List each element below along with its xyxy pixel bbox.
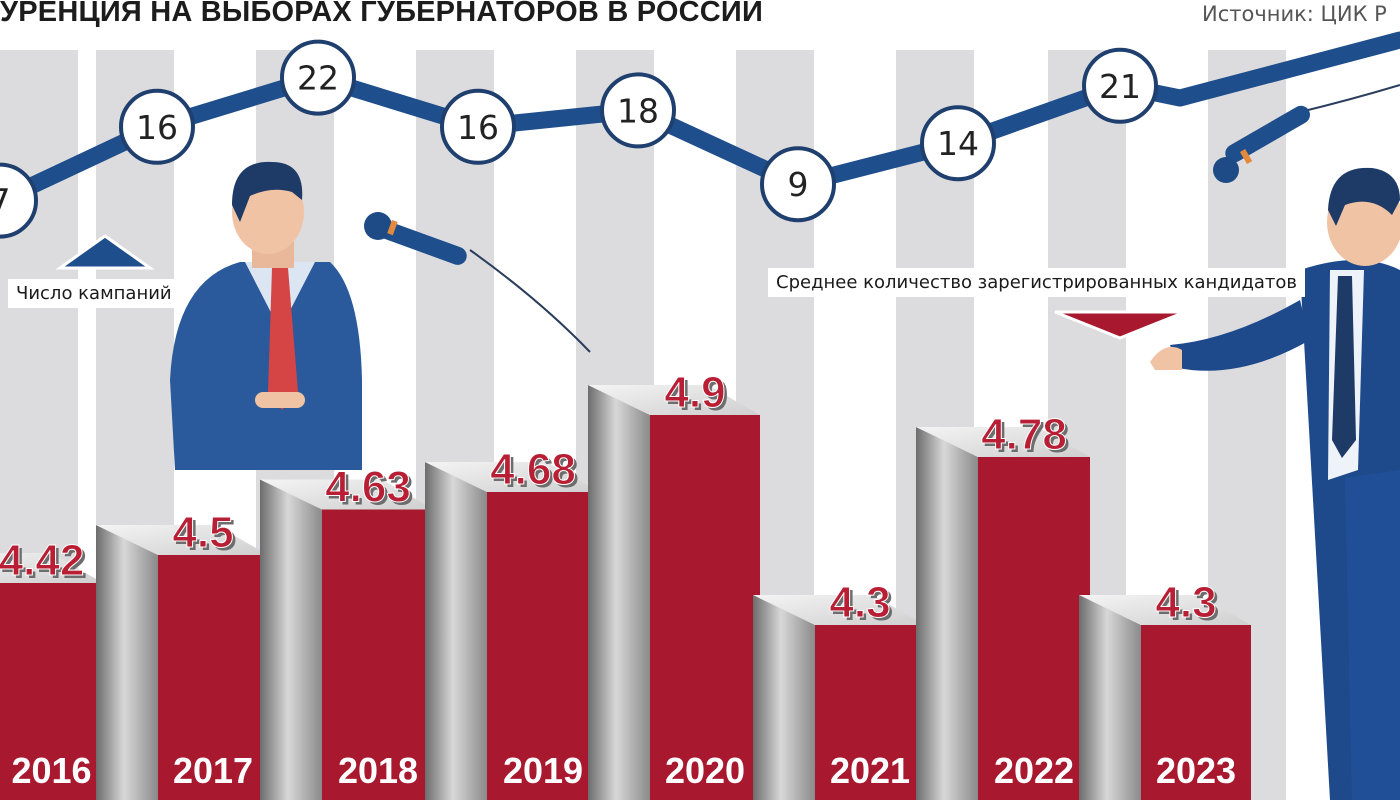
speaker-left-illustration (170, 161, 362, 470)
microphone-icon (364, 212, 591, 353)
campaign-marker (119, 88, 195, 165)
microphone-icon (1213, 84, 1400, 183)
bar-side (1079, 595, 1141, 800)
source-note: Источник: ЦИК Р (1202, 2, 1387, 26)
pointer-up-triangle (55, 234, 155, 270)
bar-value-label: 4.42 (0, 536, 84, 585)
bar (158, 555, 268, 800)
bar-value-label: 4.3 (1155, 578, 1216, 627)
label-pointers (55, 234, 1186, 340)
campaign-value-label: 16 (136, 108, 178, 147)
speaker-right-illustration (1150, 167, 1400, 800)
bar-value-label: 4.78 (981, 410, 1067, 459)
campaign-marker (0, 162, 38, 239)
bars: 4.424.4220164.54.520174.634.6320184.684.… (0, 368, 1251, 800)
bar-value-shadow: 4.3 (832, 581, 893, 630)
year-label: 2020 (665, 750, 745, 791)
campaign-marker (1082, 47, 1158, 124)
bar (487, 492, 599, 800)
campaign-value-label: 14 (937, 124, 979, 163)
bar (978, 457, 1090, 800)
page-title: УРЕНЦИЯ НА ВЫБОРАХ ГУБЕРНАТОРОВ В РОССИИ (0, 0, 764, 28)
bar-value-label: 4.68 (490, 445, 576, 494)
bar-top (588, 385, 760, 415)
bar (322, 509, 434, 800)
campaign-point: 14 (920, 105, 996, 182)
bar-value-shadow: 4.42 (2, 539, 88, 588)
campaign-marker (440, 88, 516, 165)
year-label: 2022 (994, 750, 1074, 791)
campaign-value-label: 18 (617, 91, 659, 130)
year-label: 2017 (173, 750, 253, 791)
campaign-marker (920, 105, 996, 182)
campaign-marker (280, 39, 356, 116)
bar-side (916, 427, 978, 800)
campaign-value-label: 21 (1099, 67, 1141, 106)
candidates-label: Среднее количество зарегистрированных ка… (768, 268, 1306, 297)
bar-top (260, 479, 434, 510)
bar-side (96, 525, 158, 800)
campaign-point: 9 (760, 146, 836, 223)
bar-top (1079, 595, 1251, 625)
campaign-marker (760, 146, 836, 223)
year-label: 2016 (11, 750, 91, 791)
year-label: 2023 (1156, 750, 1236, 791)
bar-value-label: 4.63 (325, 463, 411, 512)
bar-top (425, 462, 599, 492)
campaign-point: 7 (0, 162, 38, 239)
bar-value-label: 4.5 (172, 508, 233, 557)
bar-value-shadow: 4.3 (1158, 581, 1219, 630)
bar-value-shadow: 4.63 (328, 466, 414, 515)
year-label: 2018 (338, 750, 418, 791)
bar (1141, 625, 1251, 800)
bar-value-label: 4.9 (664, 368, 725, 417)
bar-top (0, 553, 103, 583)
illustration (170, 84, 1400, 800)
campaigns-line: 7 16 22 16 18 9 14 21 (0, 31, 1400, 239)
campaign-value-label: 7 (0, 182, 11, 221)
bar-value-shadow: 4.5 (175, 511, 236, 560)
campaign-value-label: 16 (457, 108, 499, 147)
bar-value-shadow: 4.78 (984, 413, 1070, 462)
bar (0, 583, 103, 800)
bar-side (588, 385, 650, 800)
campaign-point: 22 (280, 39, 356, 116)
pointer-down-triangle (1054, 310, 1186, 340)
year-label: 2021 (830, 750, 910, 791)
bar-side (260, 479, 322, 800)
campaign-point: 16 (119, 88, 195, 165)
campaign-value-label: 22 (297, 59, 339, 98)
bar-value-label: 4.3 (829, 578, 890, 627)
campaign-point: 16 (440, 88, 516, 165)
bar-value-shadow: 4.68 (493, 448, 579, 497)
bar (650, 415, 760, 800)
bar-side (753, 595, 815, 800)
year-label: 2019 (503, 750, 583, 791)
bar-side (425, 462, 487, 800)
bar-top (753, 595, 925, 625)
bar-value-shadow: 4.9 (667, 371, 728, 420)
bar-top (96, 525, 268, 555)
campaigns-line-path (0, 31, 1400, 210)
campaign-point: 18 (600, 72, 676, 149)
bar-top (916, 427, 1090, 457)
campaigns-label: Число кампаний (8, 279, 180, 308)
bar (815, 625, 925, 800)
campaign-marker (600, 72, 676, 149)
campaign-point: 21 (1082, 47, 1158, 124)
campaign-value-label: 9 (788, 165, 809, 204)
